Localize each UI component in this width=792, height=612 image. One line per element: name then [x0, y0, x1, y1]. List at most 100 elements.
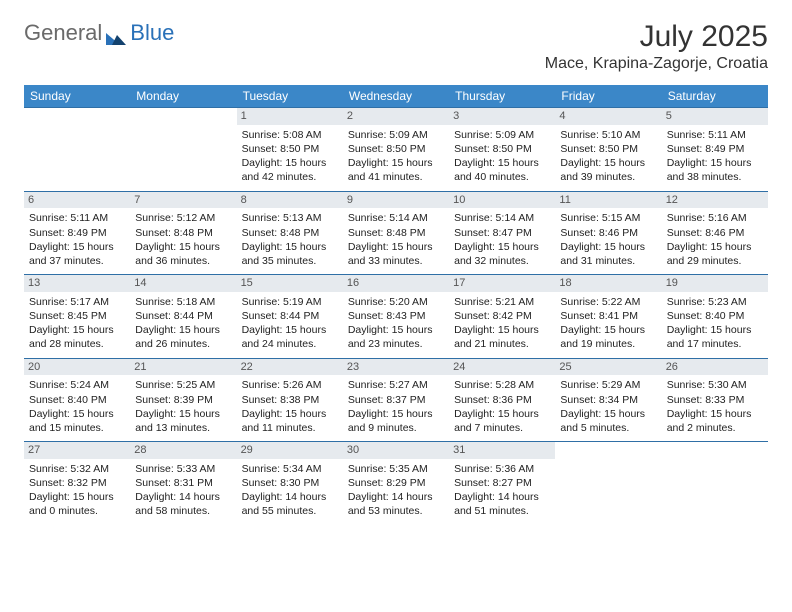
sunset-text: Sunset: 8:31 PM: [135, 476, 231, 490]
sunrise-text: Sunrise: 5:09 AM: [454, 128, 550, 142]
calendar-cell: 29 Sunrise: 5:34 AMSunset: 8:30 PMDayligh…: [237, 442, 343, 525]
sunset-text: Sunset: 8:37 PM: [348, 393, 444, 407]
calendar-cell: 14Sunrise: 5:18 AMSunset: 8:44 PMDayligh…: [130, 275, 236, 359]
calendar-cell: [130, 108, 236, 192]
sunset-text: Sunset: 8:30 PM: [242, 476, 338, 490]
daylight-text: Daylight: 14 hours and 58 minutes.: [135, 490, 231, 518]
day-header: Sunday: [24, 85, 130, 108]
day-number: 7: [130, 192, 236, 209]
day-header: Tuesday: [237, 85, 343, 108]
calendar-cell: 16Sunrise: 5:20 AMSunset: 8:43 PMDayligh…: [343, 275, 449, 359]
sunset-text: Sunset: 8:50 PM: [454, 142, 550, 156]
daylight-text: Daylight: 15 hours and 31 minutes.: [560, 240, 656, 268]
day-number: 27: [24, 442, 130, 459]
title-block: July 2025 Mace, Krapina-Zagorje, Croatia: [545, 20, 768, 73]
daylight-text: Daylight: 15 hours and 17 minutes.: [667, 323, 763, 351]
daylight-text: Daylight: 15 hours and 15 minutes.: [29, 407, 125, 435]
daylight-text: Daylight: 14 hours and 53 minutes.: [348, 490, 444, 518]
calendar-page: General Blue July 2025 Mace, Krapina-Zag…: [0, 0, 792, 525]
day-header: Thursday: [449, 85, 555, 108]
daylight-text: Daylight: 15 hours and 39 minutes.: [560, 156, 656, 184]
month-title: July 2025: [545, 20, 768, 53]
daylight-text: Daylight: 15 hours and 2 minutes.: [667, 407, 763, 435]
sunset-text: Sunset: 8:44 PM: [135, 309, 231, 323]
day-number: 23: [343, 359, 449, 376]
calendar-week-row: 13Sunrise: 5:17 AMSunset: 8:45 PMDayligh…: [24, 275, 768, 359]
sunrise-text: Sunrise: 5:17 AM: [29, 295, 125, 309]
sunset-text: Sunset: 8:50 PM: [560, 142, 656, 156]
sunset-text: Sunset: 8:33 PM: [667, 393, 763, 407]
daylight-text: Daylight: 15 hours and 9 minutes.: [348, 407, 444, 435]
sunrise-text: Sunrise: 5:11 AM: [667, 128, 763, 142]
calendar-week-row: 27Sunrise: 5:32 AMSunset: 8:32 PMDayligh…: [24, 442, 768, 525]
calendar-cell: 5Sunrise: 5:11 AMSunset: 8:49 PMDaylight…: [662, 108, 768, 192]
calendar-cell: 10Sunrise: 5:14 AMSunset: 8:47 PMDayligh…: [449, 191, 555, 275]
calendar-week-row: 6Sunrise: 5:11 AMSunset: 8:49 PMDaylight…: [24, 191, 768, 275]
day-number: 16: [343, 275, 449, 292]
calendar-cell: 23 Sunrise: 5:27 AMSunset: 8:37 PMDayligh…: [343, 358, 449, 442]
day-number: 20: [24, 359, 130, 376]
calendar-cell: 13Sunrise: 5:17 AMSunset: 8:45 PMDayligh…: [24, 275, 130, 359]
sunset-text: Sunset: 8:36 PM: [454, 393, 550, 407]
daylight-text: Daylight: 14 hours and 55 minutes.: [242, 490, 338, 518]
sunset-text: Sunset: 8:50 PM: [348, 142, 444, 156]
daylight-text: Daylight: 15 hours and 0 minutes.: [29, 490, 125, 518]
calendar-table: SundayMondayTuesdayWednesdayThursdayFrid…: [24, 85, 768, 525]
sunset-text: Sunset: 8:43 PM: [348, 309, 444, 323]
sunset-text: Sunset: 8:46 PM: [560, 226, 656, 240]
daylight-text: Daylight: 14 hours and 51 minutes.: [454, 490, 550, 518]
day-header: Saturday: [662, 85, 768, 108]
daylight-text: Daylight: 15 hours and 29 minutes.: [667, 240, 763, 268]
daylight-text: Daylight: 15 hours and 33 minutes.: [348, 240, 444, 268]
logo-triangle-icon: [106, 25, 126, 41]
calendar-cell: [555, 442, 661, 525]
sunrise-text: Sunrise: 5:27 AM: [348, 378, 444, 392]
day-number: 12: [662, 192, 768, 209]
sunrise-text: Sunrise: 5:15 AM: [560, 211, 656, 225]
calendar-cell: 15Sunrise: 5:19 AMSunset: 8:44 PMDayligh…: [237, 275, 343, 359]
sunrise-text: Sunrise: 5:21 AM: [454, 295, 550, 309]
sunrise-text: Sunrise: 5:08 AM: [242, 128, 338, 142]
sunrise-text: Sunrise: 5:18 AM: [135, 295, 231, 309]
sunrise-text: Sunrise: 5:34 AM: [242, 462, 338, 476]
calendar-body: 1Sunrise: 5:08 AMSunset: 8:50 PMDaylight…: [24, 108, 768, 525]
sunrise-text: Sunrise: 5:29 AM: [560, 378, 656, 392]
logo: General Blue: [24, 20, 174, 46]
daylight-text: Daylight: 15 hours and 5 minutes.: [560, 407, 656, 435]
day-number: 3: [449, 108, 555, 125]
calendar-cell: [662, 442, 768, 525]
sunset-text: Sunset: 8:49 PM: [29, 226, 125, 240]
day-number: 4: [555, 108, 661, 125]
day-number: 8: [237, 192, 343, 209]
day-number: 5: [662, 108, 768, 125]
daylight-text: Daylight: 15 hours and 32 minutes.: [454, 240, 550, 268]
calendar-head: SundayMondayTuesdayWednesdayThursdayFrid…: [24, 85, 768, 108]
day-number: 29: [237, 442, 343, 459]
sunrise-text: Sunrise: 5:19 AM: [242, 295, 338, 309]
sunrise-text: Sunrise: 5:30 AM: [667, 378, 763, 392]
sunset-text: Sunset: 8:48 PM: [348, 226, 444, 240]
daylight-text: Daylight: 15 hours and 28 minutes.: [29, 323, 125, 351]
day-number: 30: [343, 442, 449, 459]
daylight-text: Daylight: 15 hours and 42 minutes.: [242, 156, 338, 184]
day-number: 28: [130, 442, 236, 459]
sunset-text: Sunset: 8:41 PM: [560, 309, 656, 323]
day-number: 22: [237, 359, 343, 376]
day-number: 15: [237, 275, 343, 292]
page-header: General Blue July 2025 Mace, Krapina-Zag…: [24, 20, 768, 73]
logo-text-1: General: [24, 20, 102, 46]
day-number: 1: [237, 108, 343, 125]
calendar-week-row: 1Sunrise: 5:08 AMSunset: 8:50 PMDaylight…: [24, 108, 768, 192]
sunset-text: Sunset: 8:46 PM: [667, 226, 763, 240]
logo-text-2: Blue: [130, 20, 174, 46]
sunrise-text: Sunrise: 5:09 AM: [348, 128, 444, 142]
sunrise-text: Sunrise: 5:33 AM: [135, 462, 231, 476]
calendar-cell: 24Sunrise: 5:28 AMSunset: 8:36 PMDayligh…: [449, 358, 555, 442]
calendar-cell: 27Sunrise: 5:32 AMSunset: 8:32 PMDayligh…: [24, 442, 130, 525]
sunrise-text: Sunrise: 5:26 AM: [242, 378, 338, 392]
sunset-text: Sunset: 8:45 PM: [29, 309, 125, 323]
day-number: 24: [449, 359, 555, 376]
daylight-text: Daylight: 15 hours and 21 minutes.: [454, 323, 550, 351]
sunset-text: Sunset: 8:29 PM: [348, 476, 444, 490]
daylight-text: Daylight: 15 hours and 11 minutes.: [242, 407, 338, 435]
